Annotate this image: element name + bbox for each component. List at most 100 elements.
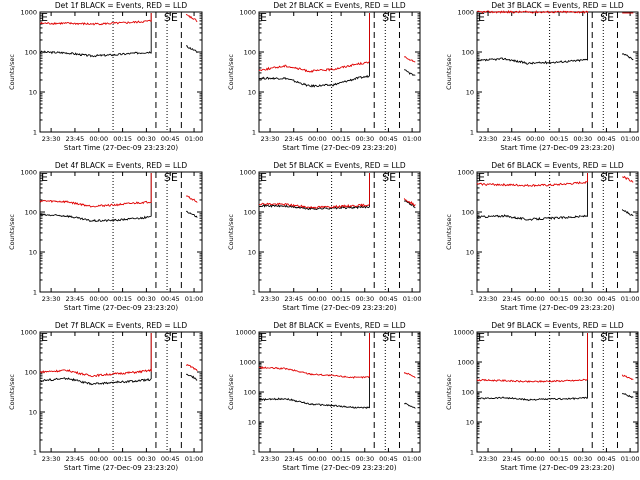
y-tick-label: 1	[252, 449, 256, 457]
x-tick-label: 23:45	[66, 135, 85, 143]
x-tick-label: 00:45	[379, 455, 398, 463]
y-tick-label: 100	[462, 389, 474, 397]
x-tick-label: 23:30	[479, 135, 498, 143]
x-tick-label: 01:00	[403, 135, 422, 143]
chart-panel-9: Det 9f BLACK = Events, RED = LLD 1 10 100 10…	[445, 321, 639, 472]
chart-panel-2: Det 2f BLACK = Events, RED = LLD 1 10 100 10…	[227, 1, 421, 152]
y-tick-label: 1000	[457, 9, 474, 17]
chart-panel-3: Det 3f BLACK = Events, RED = LLD 1 10 100 10…	[445, 1, 639, 152]
y-axis-label: Counts/sec	[445, 374, 453, 410]
x-tick-label: 01:00	[621, 295, 640, 303]
marker-label-e: E	[41, 11, 48, 24]
plot-frame	[258, 11, 421, 133]
x-tick-label: 23:30	[479, 455, 498, 463]
series-line-events	[39, 13, 152, 58]
series-line-lld-post	[185, 363, 198, 372]
x-tick-label: 23:45	[502, 455, 521, 463]
y-tick-label: 10	[248, 89, 256, 97]
marker-label-se: SE	[382, 331, 396, 344]
series-line-events	[258, 173, 370, 211]
y-tick-label: 100	[244, 389, 256, 397]
y-tick-label: 100	[25, 49, 37, 57]
plot-frame	[258, 331, 421, 453]
x-tick-label: 00:15	[550, 295, 569, 303]
marker-label-e: E	[260, 11, 267, 24]
x-tick-label: 01:00	[185, 455, 204, 463]
series-line-lld-post	[621, 374, 634, 380]
x-tick-label: 01:00	[185, 135, 204, 143]
y-tick-label: 1000	[457, 169, 474, 177]
y-tick-label: 1000	[239, 169, 256, 177]
x-tick-label: 00:15	[113, 455, 132, 463]
x-tick-label: 01:00	[185, 295, 204, 303]
x-tick-label: 23:45	[284, 295, 303, 303]
chart-title: Det 4f BLACK = Events, RED = LLD	[55, 161, 188, 170]
y-tick-label: 10000	[235, 329, 256, 337]
marker-label-se: SE	[164, 331, 178, 344]
plot-frame	[39, 331, 203, 453]
x-tick-label: 23:45	[502, 135, 521, 143]
y-tick-label: 1	[470, 449, 474, 457]
x-tick-label: 00:30	[355, 455, 374, 463]
series-line-events-post	[621, 209, 634, 217]
x-tick-label: 00:00	[526, 295, 545, 303]
chart-title: Det 1f BLACK = Events, RED = LLD	[55, 1, 188, 10]
y-tick-label: 100	[25, 209, 37, 217]
marker-label-e: E	[260, 331, 267, 344]
y-axis-label: Counts/sec	[8, 374, 16, 410]
marker-label-se: SE	[382, 11, 396, 24]
y-tick-label: 1	[470, 289, 474, 297]
series-line-events	[258, 333, 370, 410]
x-axis-label: Start Time (27-Dec-09 23:23:20)	[64, 144, 178, 152]
y-tick-label: 10	[466, 89, 474, 97]
marker-label-se: SE	[600, 171, 614, 184]
x-tick-label: 23:30	[261, 135, 280, 143]
plot-frame	[476, 331, 639, 453]
y-tick-label: 1000	[20, 169, 37, 177]
series-line-events-post	[185, 373, 198, 381]
y-tick-label: 1000	[239, 9, 256, 17]
chart-title: Det 3f BLACK = Events, RED = LLD	[491, 1, 624, 10]
y-axis-label: Counts/sec	[227, 374, 235, 410]
chart-title: Det 9f BLACK = Events, RED = LLD	[491, 321, 624, 330]
x-tick-label: 23:45	[66, 455, 85, 463]
series-line-events-post	[185, 45, 198, 54]
x-tick-label: 23:45	[284, 455, 303, 463]
y-tick-label: 1	[252, 129, 256, 137]
x-tick-label: 23:30	[261, 295, 280, 303]
x-tick-label: 00:15	[550, 135, 569, 143]
series-line-events-post	[403, 200, 416, 209]
marker-label-e: E	[41, 171, 48, 184]
x-tick-label: 23:45	[66, 295, 85, 303]
x-tick-label: 23:30	[42, 135, 61, 143]
y-tick-label: 1000	[457, 359, 474, 367]
x-axis-label: Start Time (27-Dec-09 23:23:20)	[500, 464, 614, 472]
series-line-lld	[39, 333, 152, 378]
series-line-lld	[259, 173, 370, 209]
series-line-events-post	[403, 69, 416, 76]
marker-label-se: SE	[600, 331, 614, 344]
x-tick-label: 00:00	[308, 135, 327, 143]
x-axis-label: Start Time (27-Dec-09 23:23:20)	[500, 144, 614, 152]
series-line-events	[258, 13, 370, 88]
x-tick-label: 00:45	[379, 295, 398, 303]
y-tick-label: 100	[244, 49, 256, 57]
marker-label-e: E	[478, 331, 485, 344]
series-line-lld	[39, 13, 152, 26]
series-line-lld	[258, 13, 370, 73]
marker-label-e: E	[478, 171, 485, 184]
y-tick-label: 100	[244, 209, 256, 217]
chart-panel-6: Det 6f BLACK = Events, RED = LLD 1 10 100 10…	[445, 161, 639, 312]
series-line-lld	[39, 173, 152, 208]
series-line-events-post	[621, 53, 634, 61]
y-tick-label: 10	[248, 419, 256, 427]
chart-panel-7: Det 7f BLACK = Events, RED = LLD 1 10 100 10…	[8, 321, 203, 472]
marker-label-se: SE	[164, 11, 178, 24]
series-line-lld-post	[403, 198, 416, 207]
x-tick-label: 00:30	[573, 135, 592, 143]
x-tick-label: 00:45	[161, 455, 180, 463]
marker-label-se: SE	[164, 171, 178, 184]
chart-title: Det 8f BLACK = Events, RED = LLD	[273, 321, 406, 330]
x-tick-label: 00:30	[137, 455, 156, 463]
